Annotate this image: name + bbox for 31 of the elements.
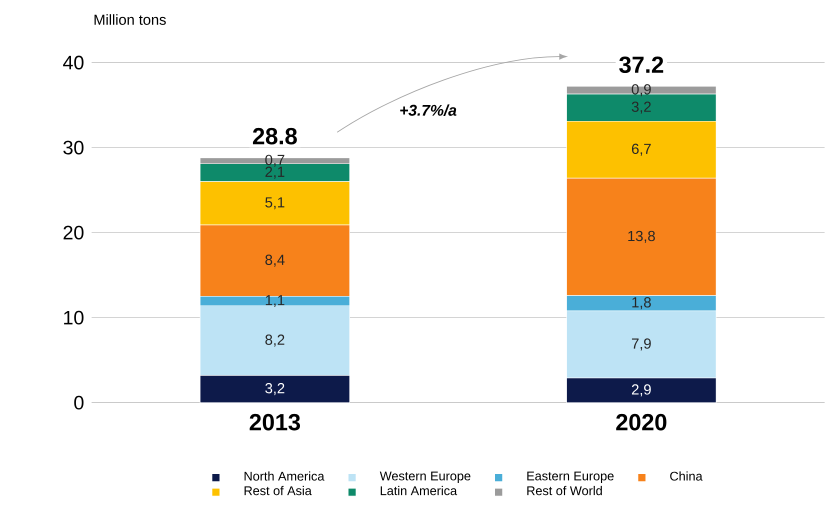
x-tick-label: 2013 — [250, 414, 300, 430]
data-label: 2,1 — [265, 166, 284, 179]
data-label: 3,2 — [265, 383, 284, 396]
data-label: 1,8 — [632, 297, 651, 310]
data-label: 13,8 — [628, 230, 655, 243]
data-label: 8,4 — [265, 254, 285, 267]
y-tick-label: 40 — [63, 56, 84, 70]
y-tick-label: 10 — [64, 310, 84, 325]
legend-label: China — [670, 471, 703, 481]
legend-label: Eastern Europe — [527, 472, 614, 483]
x-tick-label: 2020 — [616, 414, 666, 430]
data-label: 1,1 — [266, 295, 284, 307]
legend-label: Latin America — [380, 486, 458, 496]
data-label: 0,9 — [632, 84, 651, 96]
y-tick-label: 0 — [74, 396, 84, 410]
total-label: 28.8 — [252, 128, 297, 144]
y-axis-title: Million tons — [94, 14, 166, 25]
legend-label: Rest of Asia — [244, 486, 312, 496]
annotation: +3.7%/a — [400, 104, 456, 116]
data-label: 8,2 — [265, 334, 284, 347]
y-tick-label: 30 — [63, 140, 84, 154]
legend-label: Rest of World — [527, 486, 602, 496]
data-label: 3,2 — [632, 102, 651, 114]
data-label: 5,1 — [265, 197, 284, 210]
data-label: 6,7 — [632, 144, 651, 156]
y-tick-label: 20 — [64, 226, 84, 240]
total-label: 37.2 — [619, 56, 664, 74]
data-label: 2,9 — [632, 384, 651, 396]
legend-label: Western Europe — [380, 472, 470, 483]
legend-label: North America — [244, 471, 324, 481]
data-label: 7,9 — [632, 338, 651, 350]
